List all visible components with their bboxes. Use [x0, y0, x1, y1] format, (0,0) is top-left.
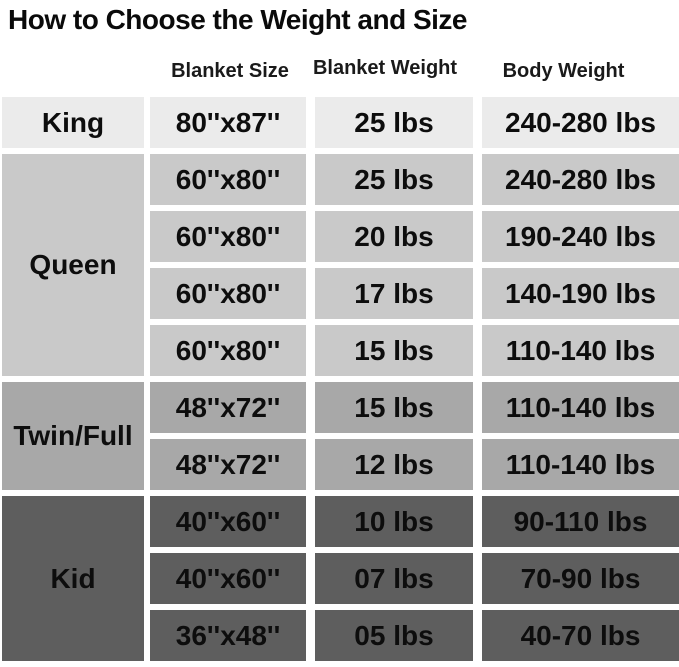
cell-weight: 17 lbs: [315, 268, 473, 319]
category-cell-king: King: [2, 97, 144, 148]
cell-body-weight: 70-90 lbs: [482, 553, 679, 604]
cell-body-weight: 110-140 lbs: [482, 325, 679, 376]
column-header-blanket-weight: Blanket Weight: [312, 57, 458, 79]
cell-weight: 10 lbs: [315, 496, 473, 547]
cell-weight: 12 lbs: [315, 439, 473, 490]
cell-size: 48''x72'': [150, 439, 306, 490]
cell-body-weight: 110-140 lbs: [482, 382, 679, 433]
column-header-blanket-size: Blanket Size: [171, 60, 289, 82]
page-title: How to Choose the Weight and Size: [8, 4, 468, 35]
cell-weight: 25 lbs: [315, 154, 473, 205]
cell-weight: 05 lbs: [315, 610, 473, 661]
cell-weight: 15 lbs: [315, 325, 473, 376]
cell-weight: 20 lbs: [315, 211, 473, 262]
size-weight-table: King Queen Twin/Full Kid 80''x87'' 25 lb…: [2, 97, 679, 661]
cell-body-weight: 240-280 lbs: [482, 97, 679, 148]
category-cell-twin-full: Twin/Full: [2, 382, 144, 490]
cell-size: 36''x48'': [150, 610, 306, 661]
cell-size: 48''x72'': [150, 382, 306, 433]
cell-body-weight: 140-190 lbs: [482, 268, 679, 319]
cell-weight: 07 lbs: [315, 553, 473, 604]
cell-body-weight: 90-110 lbs: [482, 496, 679, 547]
cell-weight: 25 lbs: [315, 97, 473, 148]
cell-size: 40''x60'': [150, 496, 306, 547]
cell-body-weight: 190-240 lbs: [482, 211, 679, 262]
cell-size: 80''x87'': [150, 97, 306, 148]
cell-size: 60''x80'': [150, 325, 306, 376]
cell-body-weight: 110-140 lbs: [482, 439, 679, 490]
cell-size: 40''x60'': [150, 553, 306, 604]
category-cell-kid: Kid: [2, 496, 144, 661]
category-cell-queen: Queen: [2, 154, 144, 376]
column-header-body-weight: Body Weight: [502, 60, 625, 82]
cell-size: 60''x80'': [150, 268, 306, 319]
table-header-row: Blanket Size Blanket Weight Body Weight: [0, 0, 679, 95]
cell-weight: 15 lbs: [315, 382, 473, 433]
cell-size: 60''x80'': [150, 154, 306, 205]
cell-body-weight: 240-280 lbs: [482, 154, 679, 205]
cell-size: 60''x80'': [150, 211, 306, 262]
cell-body-weight: 40-70 lbs: [482, 610, 679, 661]
